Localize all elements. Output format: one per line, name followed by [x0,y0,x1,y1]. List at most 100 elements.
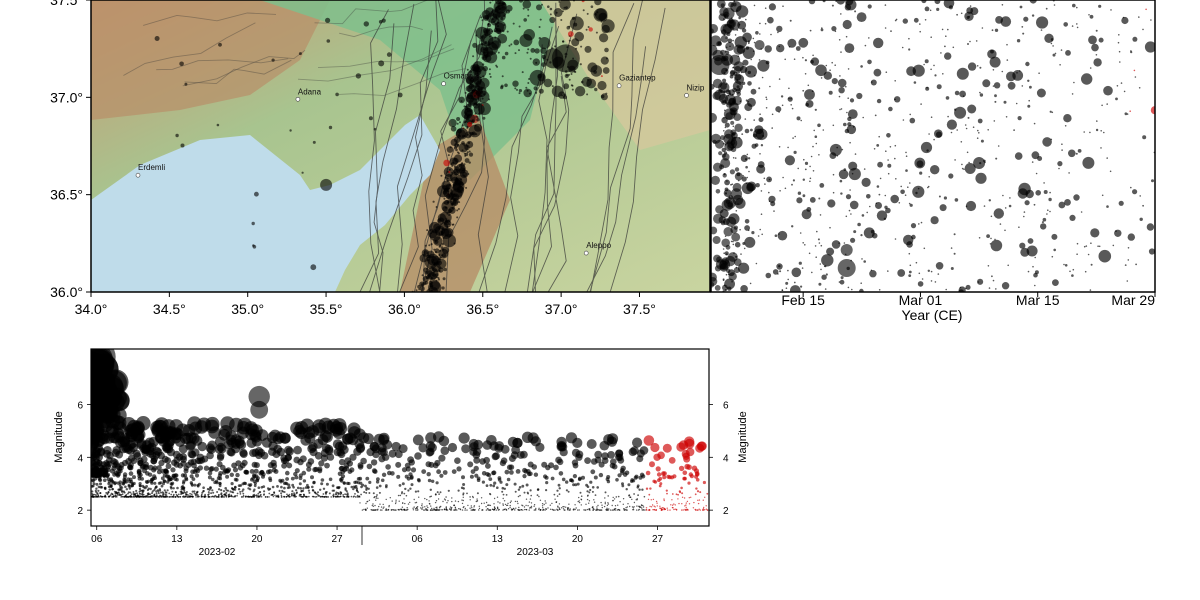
magnitude-event [377,508,379,510]
time-latitude-event [1032,265,1034,268]
magnitude-event [385,508,387,510]
time-latitude-event [752,133,757,138]
magnitude-event [225,489,228,492]
time-latitude-event [884,205,888,209]
magnitude-event [616,453,624,461]
magnitude-event [491,452,499,461]
map-event [443,267,447,272]
magnitude-event [232,488,235,491]
map-event [506,5,513,12]
time-latitude-event [912,185,925,198]
magnitude-event [572,462,579,469]
time-latitude-event [815,142,818,145]
time-latitude-event [874,114,877,117]
magnitude-event [473,505,476,507]
time-latitude-event [834,64,836,66]
magnitude-event [457,500,460,503]
time-latitude-event [860,282,862,285]
magnitude-event [434,493,437,495]
magnitude-event [127,491,130,494]
time-latitude-event [1090,242,1092,244]
magnitude-event [166,489,169,492]
time-latitude-event [730,183,732,186]
time-latitude-event [1098,245,1101,248]
magnitude-event [165,436,176,447]
magnitude-event [561,477,566,482]
map-event [571,88,574,91]
magnitude-event [671,504,674,506]
time-latitude-event [804,244,806,246]
magnitude-event [461,499,463,501]
time-latitude-event [871,232,878,239]
time-latitude-event [739,83,741,86]
fault-line [532,17,559,292]
magnitude-event [623,508,625,510]
magnitude-event [200,493,203,496]
magnitude-event [478,509,480,511]
magnitude-event [395,501,397,503]
magnitude-event [606,479,611,484]
magnitude-event [578,509,580,511]
time-latitude-event [1026,245,1038,257]
magnitude-event [421,469,427,474]
magnitude-event [551,508,553,511]
magnitude-event [397,494,400,497]
magnitude-event [623,509,625,511]
magnitude-event [450,508,453,510]
magnitude-event [189,481,193,485]
fault-line [396,0,447,292]
magnitude-event [336,486,340,489]
time-latitude-event [828,90,833,95]
magnitude-event [502,497,504,500]
magnitude-event [487,509,490,511]
magnitude-event [428,502,431,505]
time-latitude-event [809,180,811,183]
magnitude-event [671,493,674,495]
time-latitude-event [979,91,981,94]
time-latitude-event [711,44,718,56]
magnitude-event [407,489,410,492]
magnitude-event [359,502,361,504]
time-latitude-event [820,77,823,79]
magnitude-event [152,496,155,498]
time-latitude-event [967,43,969,45]
magnitude-event [617,504,619,506]
time-latitude-event [755,262,758,265]
magnitude-event [507,508,510,510]
time-latitude-event [722,173,727,178]
time-latitude-event [1017,116,1022,121]
magnitude-event [304,486,308,489]
magnitude-event [268,496,270,498]
magnitude-event [439,473,444,478]
map-event [440,174,443,177]
time-latitude-event [928,176,930,178]
time-latitude-event [802,178,805,181]
magnitude-event [288,493,291,496]
map-event [442,246,450,254]
magnitude-event [626,506,628,508]
magnitude-event [360,457,367,465]
magnitude-event [293,492,296,495]
magnitude-event [160,476,165,481]
magnitude-event [252,474,257,479]
magnitude-event [352,485,356,489]
x-tick-label: 13 [171,534,183,545]
magnitude-event [425,441,436,451]
time-latitude-event [771,113,774,116]
magnitude-event [530,494,532,497]
time-latitude-event [868,37,870,39]
magnitude-event [301,470,307,476]
magnitude-event [204,493,207,496]
time-latitude-event [759,153,761,155]
map-event [453,154,463,163]
time-latitude-event [775,106,782,113]
time-latitude-event [964,163,976,174]
magnitude-event [414,490,417,493]
magnitude-event [319,488,322,491]
magnitude-event [544,475,549,480]
magnitude-event [478,507,481,510]
magnitude-event [595,509,597,511]
magnitude-event [229,472,234,477]
magnitude-event [630,479,634,483]
magnitude-event [645,487,649,490]
